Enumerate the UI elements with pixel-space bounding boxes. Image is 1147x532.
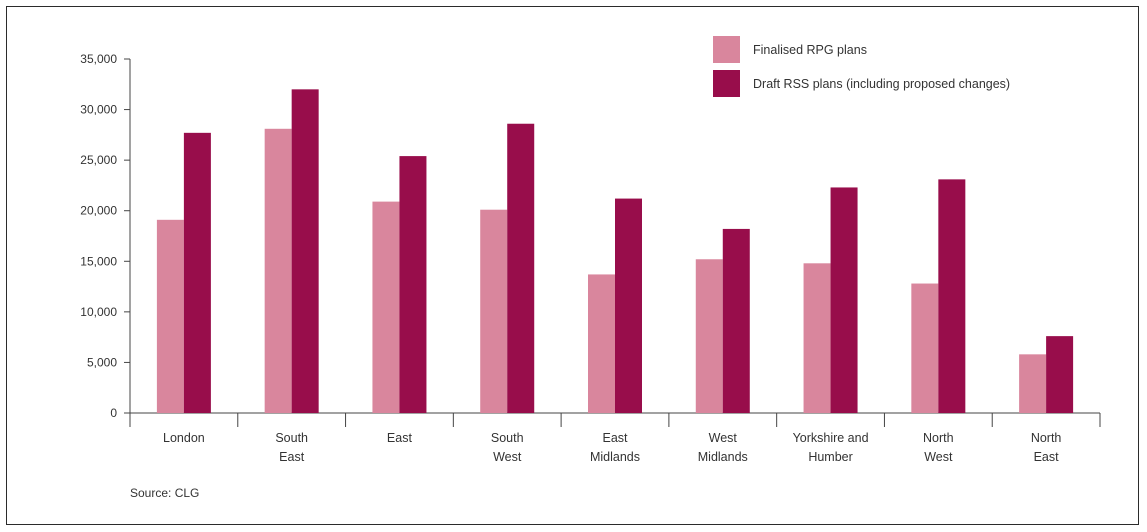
x-category-label: East — [602, 431, 628, 445]
source-note: Source: CLG — [130, 486, 199, 500]
chart-frame — [6, 6, 1139, 525]
y-tick-label: 20,000 — [80, 204, 117, 218]
bar-draft-rss — [722, 228, 750, 413]
x-category-label: Yorkshire and — [793, 431, 869, 445]
legend: Finalised RPG plans Draft RSS plans (incl… — [713, 36, 1010, 97]
x-category-label: Midlands — [590, 450, 640, 464]
bar-draft-rss — [830, 187, 858, 413]
y-tick-label: 0 — [110, 406, 117, 420]
bar-draft-rss — [615, 198, 642, 413]
x-category-label: East — [387, 431, 413, 445]
y-tick-label: 35,000 — [80, 52, 117, 66]
x-category-label: North — [1031, 431, 1062, 445]
legend-swatch — [713, 70, 740, 97]
bar-draft-rss — [291, 89, 319, 413]
y-tick-label: 25,000 — [80, 153, 117, 167]
bar-finalised-rpg — [264, 128, 292, 413]
x-axis: London South East East South West East Midlands… — [129, 412, 1101, 464]
x-category-label: North — [923, 431, 954, 445]
bar-finalised-rpg — [588, 274, 615, 413]
y-axis: 0 5,000 10,000 15,000 20,000 25,000 30,000 35,0… — [80, 52, 131, 420]
x-category-label: Humber — [808, 450, 852, 464]
x-category-label: South — [275, 431, 308, 445]
x-category-label: East — [1034, 450, 1060, 464]
x-category-label: West — [493, 450, 522, 464]
bar-finalised-rpg — [372, 201, 400, 413]
bar-finalised-rpg — [156, 219, 184, 413]
x-category-label: West — [924, 450, 953, 464]
y-tick-label: 10,000 — [80, 305, 117, 319]
x-category-label: London — [163, 431, 205, 445]
bar-finalised-rpg — [1019, 354, 1047, 413]
bar-draft-rss — [938, 179, 966, 413]
x-category-label: South — [491, 431, 524, 445]
y-tick-label: 30,000 — [80, 103, 117, 117]
bar-draft-rss — [183, 132, 211, 413]
legend-label: Finalised RPG plans — [753, 43, 867, 57]
legend-swatch — [713, 36, 740, 63]
legend-label: Draft RSS plans (including proposed chan… — [753, 77, 1010, 91]
y-tick-label: 15,000 — [80, 254, 117, 268]
x-category-label: East — [279, 450, 305, 464]
x-category-label: West — [709, 431, 738, 445]
bar-finalised-rpg — [803, 263, 831, 413]
y-tick-label: 5,000 — [87, 355, 117, 369]
bar-draft-rss — [399, 156, 427, 413]
bar-finalised-rpg — [695, 259, 723, 413]
bar-draft-rss — [1046, 336, 1074, 413]
bar-finalised-rpg — [911, 283, 939, 413]
bars — [156, 89, 1074, 413]
bar-finalised-rpg — [480, 209, 508, 413]
x-category-label: Midlands — [698, 450, 748, 464]
bar-draft-rss — [507, 123, 535, 413]
